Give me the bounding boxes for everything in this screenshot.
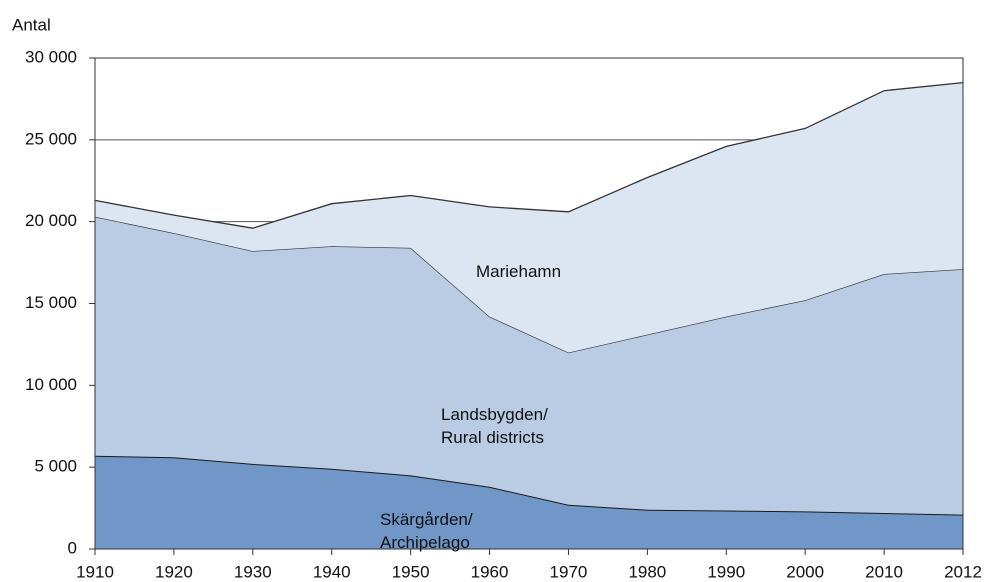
area: [95, 455, 963, 549]
x-tick-label: 2010: [865, 562, 903, 581]
x-tick-label: 1970: [550, 562, 588, 581]
x-tick-label: 2012: [944, 562, 982, 581]
y-tick-label: 10 000: [25, 375, 77, 394]
area-outline: [94, 81, 964, 229]
series-label: Skärgården/ Archipelago: [380, 510, 473, 552]
area: [95, 82, 963, 353]
y-tick-label: 5 000: [34, 457, 77, 476]
y-tick-label: 25 000: [25, 129, 77, 148]
x-tick-label: 1980: [628, 562, 666, 581]
x-tick-label: 2000: [786, 562, 824, 581]
x-tick-label: 1940: [313, 562, 351, 581]
y-axis-label: Antal: [12, 15, 51, 34]
x-tick-label: 1920: [155, 562, 193, 581]
x-tick-label: 1930: [234, 562, 272, 581]
plot-border: [94, 57, 964, 550]
series-label: Landsbygden/ Rural districts: [441, 405, 548, 447]
y-tick-label: 20 000: [25, 211, 77, 230]
y-tick-label: 0: [68, 538, 77, 557]
x-tick-label: 1950: [392, 562, 430, 581]
y-tick-label: 30 000: [25, 47, 77, 66]
x-tick-label: 1960: [471, 562, 509, 581]
y-tick-label: 15 000: [25, 293, 77, 312]
area: [95, 216, 963, 515]
series-label: Mariehamn: [476, 262, 562, 281]
x-tick-label: 1990: [707, 562, 745, 581]
x-tick-label: 1910: [76, 562, 114, 581]
